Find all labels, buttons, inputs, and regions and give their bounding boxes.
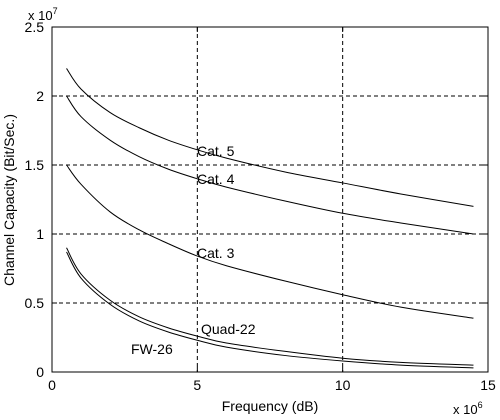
grid-lines <box>52 27 488 372</box>
series-label-cat-3: Cat. 3 <box>197 245 235 261</box>
series-curves <box>66 68 474 369</box>
x-multiplier-label: x 106 <box>453 400 483 417</box>
plot-area-frame <box>51 26 489 373</box>
x-tick-label: 5 <box>193 377 201 393</box>
y-tick-label: 2.5 <box>25 19 45 35</box>
y-tick-label: 2 <box>36 88 44 104</box>
series-line-quad-22 <box>66 247 474 366</box>
series-line-cat-4 <box>66 95 474 235</box>
series-label-cat-5: Cat. 5 <box>197 143 235 159</box>
tick-labels: 0 5 10 15 0 0.5 1 1.5 2 2.5 <box>25 19 496 393</box>
series-line-cat-3 <box>66 164 474 319</box>
x-tick-label: 10 <box>335 377 351 393</box>
y-axis-label: Channel Capacity (Bit/Sec.) <box>1 114 17 286</box>
series-labels: Cat. 5 Cat. 4 Cat. 3 Quad-22 FW-26 <box>131 143 256 357</box>
series-line-cat-5 <box>66 68 474 207</box>
x-tick-label: 15 <box>480 377 496 393</box>
x-tick-label: 0 <box>48 377 56 393</box>
x-multiplier-exponent: 6 <box>478 400 483 410</box>
y-tick-label: 0 <box>36 364 44 380</box>
y-multiplier-exponent: 7 <box>53 6 58 16</box>
series-line-fw-26 <box>66 251 474 369</box>
y-multiplier-base: x 10 <box>28 8 53 23</box>
x-axis-label: Frequency (dB) <box>222 398 318 414</box>
y-multiplier-label: x 107 <box>28 6 58 23</box>
y-tick-label: 0.5 <box>25 295 45 311</box>
x-multiplier-base: x 10 <box>453 402 478 417</box>
axis-ticks <box>51 26 489 373</box>
series-label-cat-4: Cat. 4 <box>197 171 235 187</box>
y-tick-label: 1.5 <box>25 157 45 173</box>
series-label-quad-22: Quad-22 <box>201 321 256 337</box>
series-label-fw-26: FW-26 <box>131 341 173 357</box>
y-tick-label: 1 <box>36 226 44 242</box>
